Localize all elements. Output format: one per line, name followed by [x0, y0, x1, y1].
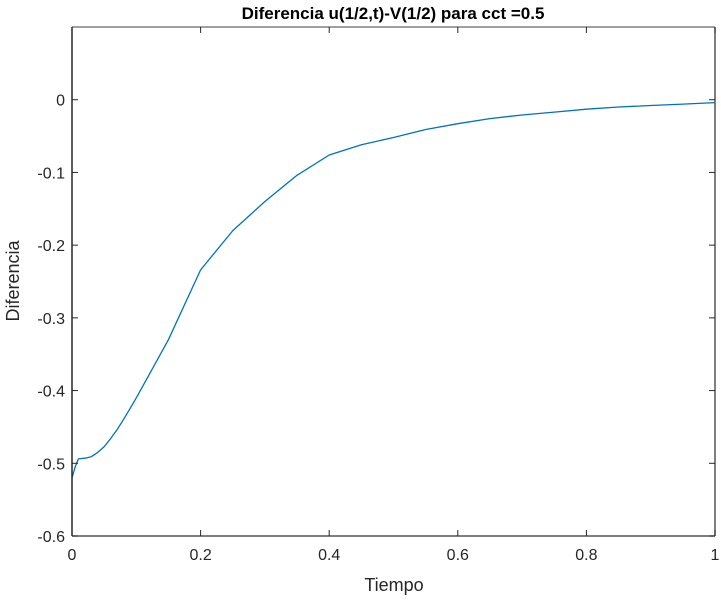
y-tick-label: -0.1	[37, 165, 65, 182]
x-tick-label: 0.2	[189, 547, 211, 564]
x-tick-label: 0.8	[575, 547, 597, 564]
y-axis-label: Diferencia	[3, 239, 23, 321]
x-tick-label: 0.6	[447, 547, 469, 564]
plot-area: 0 0.2 0.4 0.6 0.8 1 0 -0.1 -0.2 -0.3 -0.4 -0.5 -0.6	[37, 26, 720, 564]
x-tick-label: 1	[711, 547, 720, 564]
axes-background	[72, 27, 715, 536]
x-axis-label: Tiempo	[364, 575, 423, 595]
y-tick-label: 0	[56, 93, 65, 110]
data-line-0	[71, 101, 716, 478]
y-tick-label: -0.6	[37, 529, 65, 546]
y-tick-label: -0.5	[37, 456, 65, 473]
y-tick-label: -0.4	[37, 384, 65, 401]
x-tick-label: 0.4	[318, 547, 340, 564]
chart-title: Diferencia u(1/2,t)-V(1/2) para cct =0.5	[242, 4, 545, 23]
x-tick-label: 0	[68, 547, 77, 564]
y-tick-label: -0.3	[37, 311, 65, 328]
y-tick-label: -0.2	[37, 238, 65, 255]
